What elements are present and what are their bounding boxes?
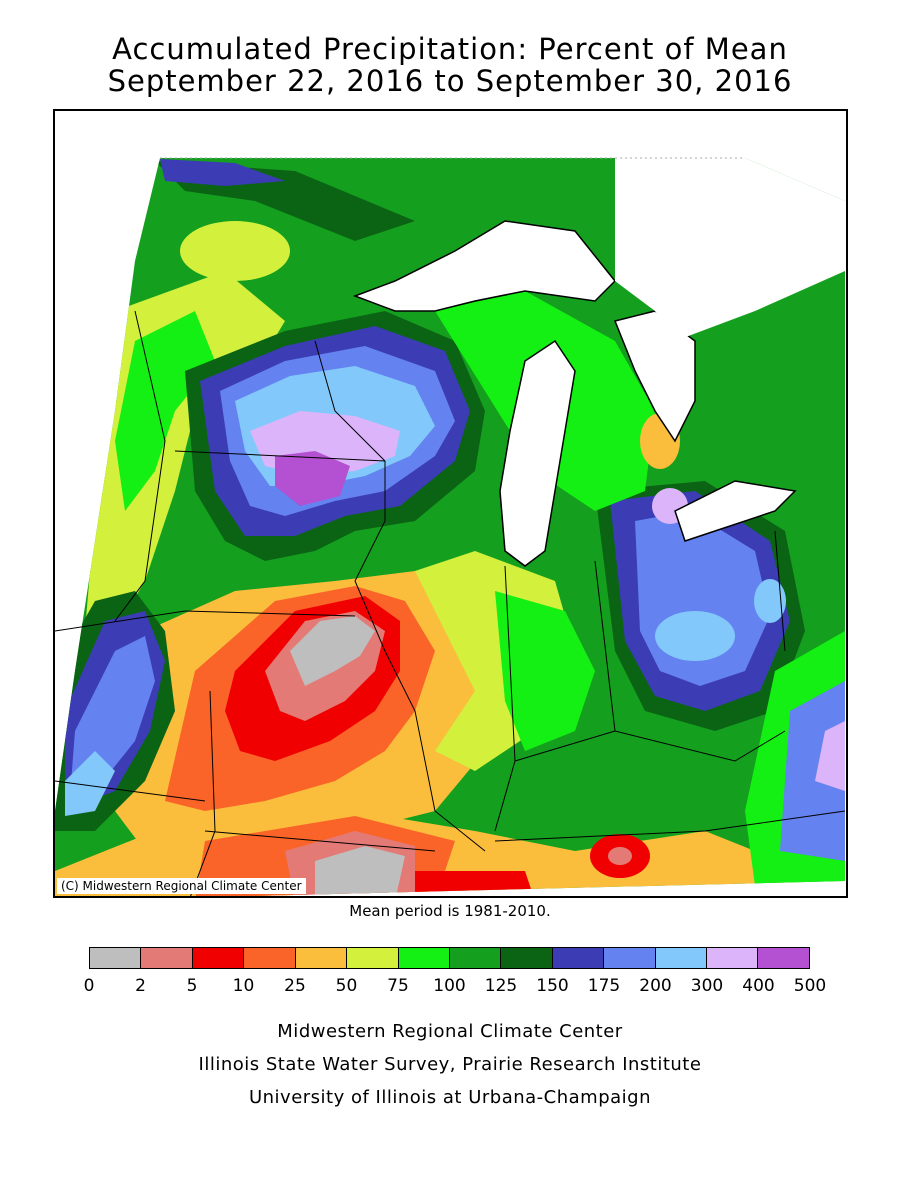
border-oh-pa (774, 530, 786, 652)
legend-tick-label: 100 (433, 976, 466, 996)
legend-tick-label: 175 (587, 976, 621, 996)
zone-east-175 (780, 681, 845, 861)
legend-tick-label: 300 (690, 976, 724, 996)
color-legend (89, 947, 810, 969)
legend-tick-labels: 0 2 5 10 25 50 75 100 125 150 175 200 300 400 500 (84, 976, 827, 998)
zone-east-300 (815, 721, 845, 791)
border-ky-tn (494, 810, 846, 842)
border-mn-ia (174, 450, 386, 462)
zone-il-100 (495, 591, 595, 751)
zone-arrowhead-150 (160, 159, 285, 186)
zone-wi-400 (275, 451, 350, 506)
border-dakotas (114, 310, 166, 622)
legend-swatch (655, 948, 708, 968)
legend-swatch (707, 948, 759, 968)
zone-plains-200 (65, 751, 115, 816)
credit-line-1: Midwestern Regional Climate Center (277, 1021, 623, 1042)
legend-swatch (347, 948, 399, 968)
legend-swatch (501, 948, 553, 968)
legend-swatch (398, 948, 450, 968)
legend-swatch (552, 948, 605, 968)
zone-oh-200 (655, 611, 735, 661)
zone-west-100 (115, 311, 215, 511)
canada-white (615, 151, 845, 341)
border-in-ky (514, 730, 786, 762)
zone-oh-200b (754, 579, 786, 623)
legend-tick-label: 10 (232, 976, 255, 996)
legend-swatch (141, 948, 193, 968)
border-in-oh (594, 560, 616, 732)
border-ks-ne (55, 780, 206, 802)
zone-south-2 (315, 846, 405, 896)
copyright-label: (C) Midwestern Regional Climate Center (57, 878, 306, 894)
legend-tick-label: 125 (484, 976, 518, 996)
mean-period-note: Mean period is 1981-2010. (349, 902, 551, 920)
precipitation-map: (C) Midwestern Regional Climate Center (53, 109, 848, 898)
legend-swatch (295, 948, 348, 968)
lake-michigan (499, 339, 576, 567)
zone-mo-2 (290, 616, 375, 686)
zone-ky-5 (608, 847, 632, 865)
legend-tick-label: 2 (135, 976, 146, 996)
border-mn-wi (314, 340, 386, 462)
credit-line-3: University of Illinois at Urbana-Champai… (248, 1087, 652, 1108)
zone-north-mn (180, 221, 290, 281)
legend-tick-label: 5 (186, 976, 198, 996)
legend-swatch (192, 948, 245, 968)
legend-tick-label: 25 (284, 976, 306, 996)
map-canvas (55, 151, 846, 896)
credit-line-2: Illinois State Water Survey, Prairie Res… (198, 1054, 702, 1075)
legend-tick-label: 50 (335, 976, 358, 996)
legend-swatch (758, 948, 809, 968)
border-ne-sd (55, 610, 186, 632)
legend-swatch (90, 948, 142, 968)
great-lakes (352, 151, 845, 567)
legend-tick-label: 200 (639, 976, 672, 996)
legend-swatch (244, 948, 296, 968)
map-title-line-1: Accumulated Precipitation: Percent of Me… (112, 32, 788, 66)
border-ia-mo (184, 610, 356, 617)
legend-tick-label: 0 (83, 976, 95, 996)
state-borders (55, 310, 846, 896)
legend-swatch (449, 948, 502, 968)
zone-south-10 (415, 871, 535, 896)
legend-tick-label: 500 (793, 976, 827, 996)
legend-tick-label: 75 (387, 976, 409, 996)
lake-superior (352, 220, 617, 312)
border-mo-ar (204, 830, 436, 852)
lake-erie (674, 480, 797, 542)
legend-tick-label: 400 (742, 976, 775, 996)
border-ia-il-mo (354, 461, 486, 852)
map-title-line-2: September 22, 2016 to September 30, 2016 (107, 64, 793, 98)
legend-swatch (604, 948, 656, 968)
legend-tick-label: 150 (536, 976, 569, 996)
